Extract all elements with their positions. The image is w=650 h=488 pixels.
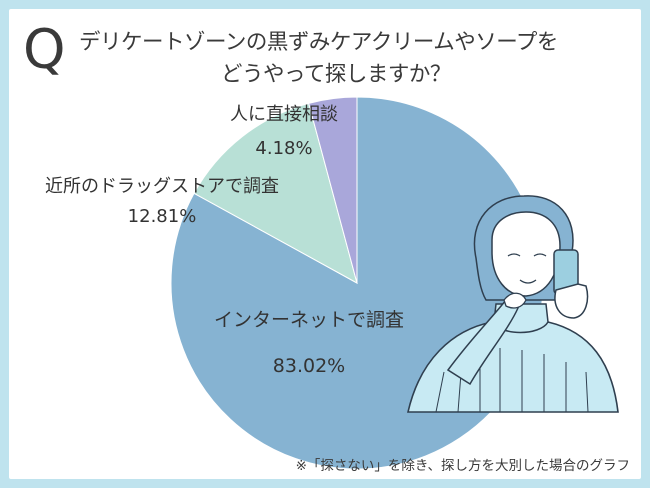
question-mark-letter: Q — [23, 18, 66, 81]
question-line-1: デリケートゾーンの黒ずみケアクリームやソープを — [79, 30, 558, 55]
slice-label-1: インターネットで調査 — [214, 309, 404, 331]
woman-illustration — [406, 195, 619, 413]
pie-slice-2 — [193, 102, 358, 285]
question-title: デリケートゾーンの黒ずみケアクリームやソープを どうやって探しますか？ — [79, 27, 639, 91]
slice-value-3: 4.18% — [255, 138, 312, 159]
question-line-2: どうやって探しますか？ — [221, 62, 451, 87]
slice-label-3: 人に直接相談 — [230, 104, 338, 125]
slice-value-2: 12.81% — [128, 206, 197, 227]
pie-slice-3 — [308, 96, 358, 284]
slice-label-2: 近所のドラッグストアで調査 — [45, 176, 279, 197]
slice-value-1: 83.02% — [273, 355, 345, 377]
footnote: ※「探さない」を除き、探し方を大別した場合のグラフ — [296, 458, 630, 474]
pie-labels: インターネットで調査 83.02% 近所のドラッグストアで調査 12.81% 人に直接相… — [45, 104, 404, 377]
